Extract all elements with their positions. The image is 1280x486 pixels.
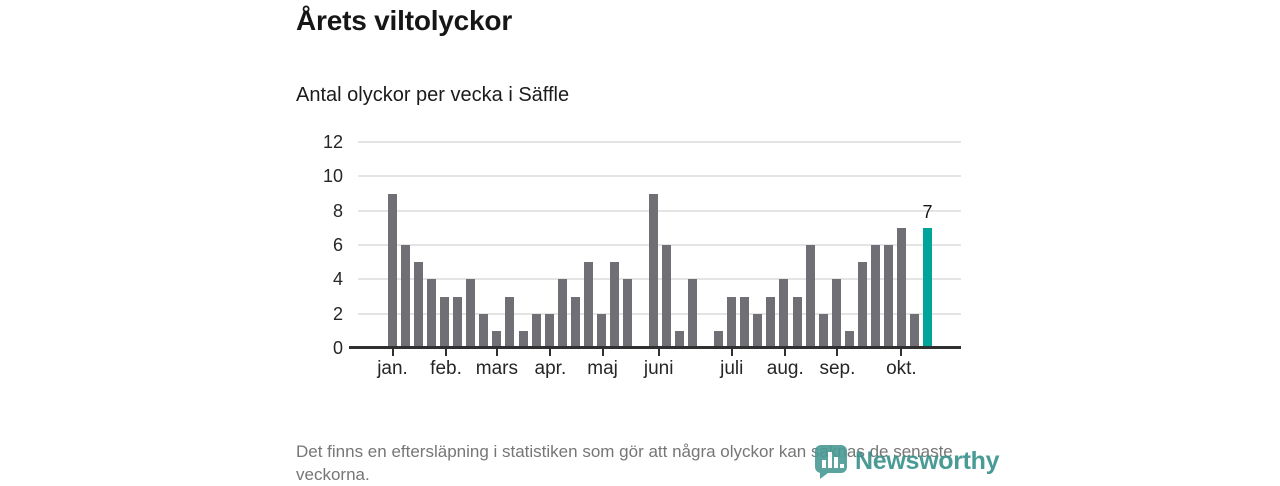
bar-week-11 [518,330,528,348]
gridline-y-8 [358,209,961,212]
bar-week-18 [609,262,619,348]
footnote-text: Det finns en eftersläpning i statistiken… [296,442,953,484]
newsworthy-logo-text: Newsworthy [855,447,1000,475]
bar-week-19 [622,279,632,348]
x-tick-aug [784,349,787,356]
bar-week-8 [479,313,489,348]
x-tick-juli [730,349,733,356]
bar-week-24 [688,279,698,348]
bar-week-38 [870,245,880,348]
bar-week-16 [583,262,593,348]
bar-week-31 [779,279,789,348]
gridline-y-12 [358,141,961,143]
bar-week-7 [466,279,476,348]
x-axis-line [349,346,961,349]
bar-week-34 [818,313,828,348]
bar-week-23 [675,330,685,348]
bar-week-15 [570,296,580,348]
x-axis-label-feb: feb. [430,358,462,379]
x-axis-label-jan: jan. [377,358,408,379]
bar-week-36 [844,330,854,348]
x-axis-label-okt: okt. [886,358,917,379]
bar-week-12 [531,313,541,348]
highlight-value-label: 7 [922,201,933,222]
x-axis-label-sep: sep. [819,358,856,379]
x-axis-label-maj: maj [587,358,618,379]
x-tick-jan [391,349,394,356]
x-axis-label-juli: juli [720,358,744,379]
newsworthy-chart-bubble-icon [814,445,847,479]
bar-week-40 [896,227,906,348]
x-tick-feb [445,349,448,356]
y-axis-label-12: 12 [322,132,343,152]
x-tick-apr [549,349,552,356]
bar-week-39 [883,245,893,348]
gridline-y-6 [358,244,961,246]
bar-highlight-week-42 [922,227,932,348]
y-axis-label-0: 0 [332,338,343,358]
bar-week-2 [401,245,411,348]
y-axis-label-10: 10 [322,166,343,187]
bar-week-22 [662,245,672,348]
bar-week-29 [753,313,763,348]
x-tick-maj [601,349,604,356]
newsworthy-logo: Newsworthy [814,444,1000,479]
bar-week-41 [909,313,919,348]
bar-week-33 [805,245,815,348]
y-axis-label-4: 4 [332,269,343,290]
x-axis-label-aug: aug. [766,358,804,379]
bar-week-35 [831,279,841,348]
bar-week-14 [557,279,567,348]
gridline-y-4 [358,278,961,281]
bar-week-13 [544,313,554,348]
bar-week-4 [427,279,437,348]
bar-week-30 [766,296,776,348]
x-tick-juni [657,349,660,356]
bar-week-10 [505,296,515,348]
bar-chart-plot-area: 7 [358,141,961,348]
bar-week-5 [440,296,450,348]
x-tick-mars [495,349,498,356]
bar-week-28 [740,296,750,348]
x-axis-label-apr: apr. [534,358,567,379]
y-axis-label-6: 6 [332,235,343,255]
bar-week-1 [388,193,398,348]
bar-week-37 [857,262,867,348]
x-axis-label-mars: mars [475,358,519,379]
gridline-y-10 [358,175,961,178]
x-tick-sep [836,349,839,356]
bar-week-9 [492,330,502,348]
bar-week-6 [453,296,463,348]
bar-week-17 [596,313,606,348]
y-axis-label-2: 2 [332,303,343,324]
bar-week-3 [414,262,424,348]
bar-week-32 [792,296,802,348]
bar-week-21 [648,193,658,348]
page-title: Årets viltolyckor [296,5,513,36]
chart-subtitle: Antal olyckor per vecka i Säffle [296,84,570,106]
bar-week-26 [714,330,724,348]
y-axis-label-8: 8 [332,200,343,221]
gridline-y-2 [358,312,961,315]
x-tick-okt [900,349,903,356]
x-axis-label-juni: juni [643,358,674,379]
bar-week-27 [727,296,737,348]
